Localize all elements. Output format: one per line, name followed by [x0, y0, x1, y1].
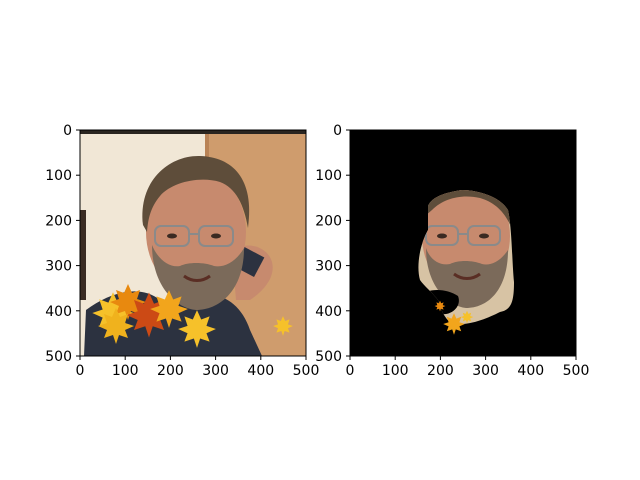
left-x-tick-label: 400: [247, 363, 274, 379]
right-y-tick-label: 300: [315, 259, 342, 275]
right-x-tick-label: 200: [427, 363, 454, 379]
left-y-tick-label: 100: [45, 168, 72, 184]
left-y-tick-label: 200: [45, 213, 72, 229]
right-x-tick-label: 100: [382, 363, 409, 379]
left-x-tick-label: 500: [293, 363, 320, 379]
right-x-tick-label: 0: [346, 363, 355, 379]
left-x-tick-label: 200: [157, 363, 184, 379]
right-y-tick-label: 400: [315, 304, 342, 320]
right-image-panel: [349, 129, 577, 357]
right-y-tick-label: 0: [333, 123, 342, 139]
left-y-tick-label: 400: [45, 304, 72, 320]
right-x-tick-label: 500: [563, 363, 590, 379]
left-image-panel: [79, 129, 307, 357]
right-axes-frame: [349, 129, 577, 357]
right-y-tick-label: 200: [315, 213, 342, 229]
right-photo: [350, 130, 576, 356]
right-x-tick-label: 300: [472, 363, 499, 379]
right-x-tick-label: 400: [517, 363, 544, 379]
left-y-tick-label: 500: [45, 349, 72, 365]
left-x-tick-label: 100: [112, 363, 139, 379]
left-x-tick-label: 0: [76, 363, 85, 379]
left-x-tick-label: 300: [202, 363, 229, 379]
left-y-tick-label: 0: [63, 123, 72, 139]
right-y-tick-label: 500: [315, 349, 342, 365]
left-y-tick-label: 300: [45, 259, 72, 275]
left-axes-frame: [79, 129, 307, 357]
left-photo: [80, 130, 306, 356]
right-y-tick-label: 100: [315, 168, 342, 184]
